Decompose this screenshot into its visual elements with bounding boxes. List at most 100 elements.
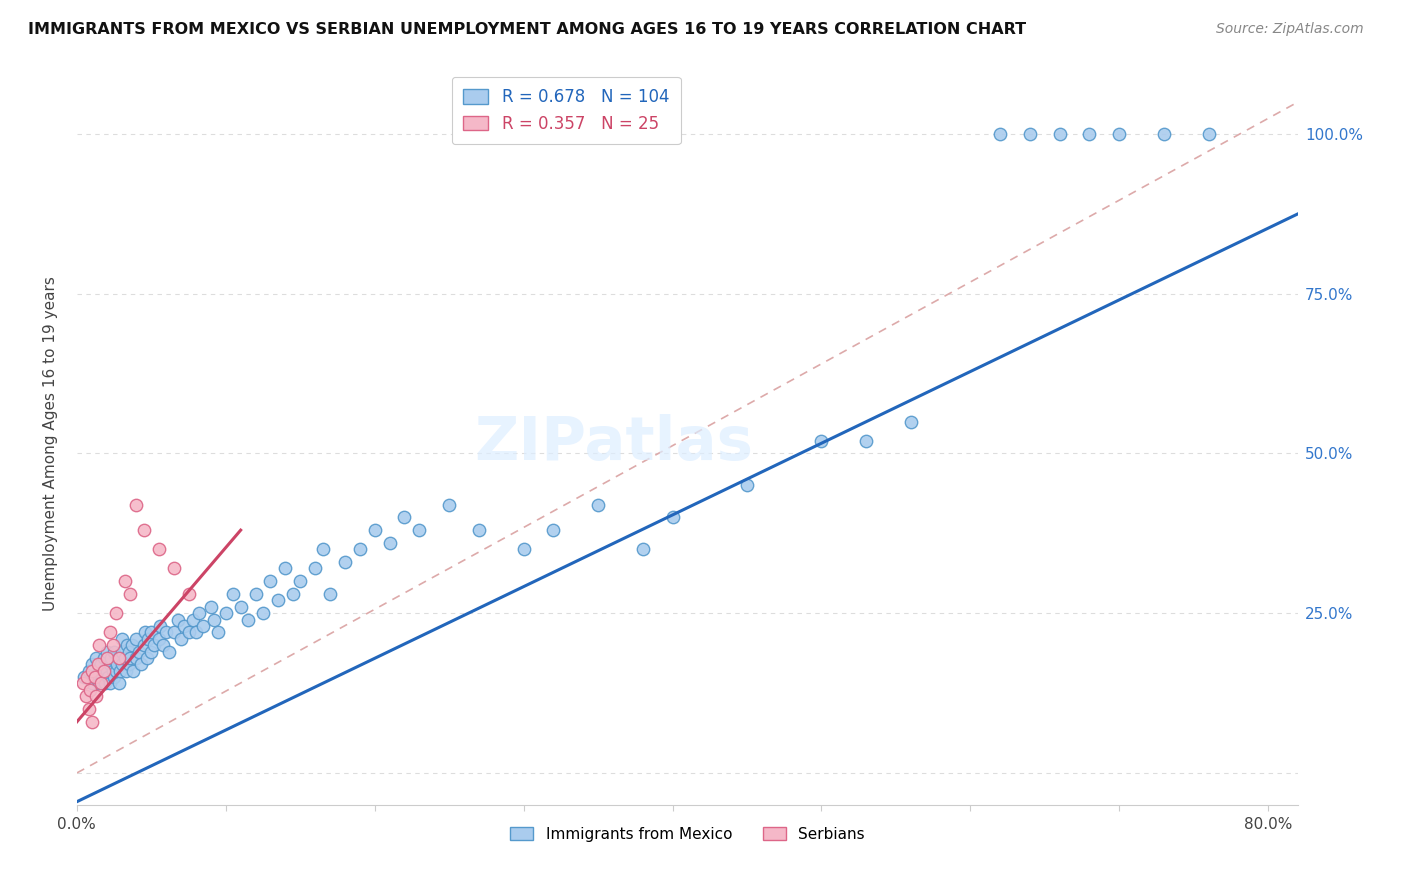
Point xyxy=(281,587,304,601)
Point xyxy=(157,644,180,658)
Point xyxy=(236,613,259,627)
Point xyxy=(468,523,491,537)
Point xyxy=(988,127,1011,141)
Text: ZIPatlas: ZIPatlas xyxy=(475,415,754,474)
Point xyxy=(170,632,193,646)
Point xyxy=(110,632,132,646)
Point xyxy=(378,536,401,550)
Point xyxy=(84,690,107,704)
Point xyxy=(138,632,160,646)
Point xyxy=(290,574,312,589)
Point xyxy=(177,587,200,601)
Point xyxy=(89,638,111,652)
Point xyxy=(148,542,170,557)
Point xyxy=(125,498,148,512)
Point xyxy=(900,415,922,429)
Point xyxy=(173,619,195,633)
Point xyxy=(84,651,107,665)
Point xyxy=(149,619,172,633)
Point xyxy=(93,664,115,678)
Point xyxy=(163,561,186,575)
Point xyxy=(101,638,124,652)
Point xyxy=(363,523,385,537)
Point xyxy=(193,619,215,633)
Point xyxy=(586,498,609,512)
Point xyxy=(125,651,148,665)
Point xyxy=(132,523,155,537)
Point xyxy=(75,690,97,704)
Point xyxy=(76,670,98,684)
Point xyxy=(134,625,156,640)
Point xyxy=(1153,127,1175,141)
Point xyxy=(93,651,115,665)
Point xyxy=(93,664,115,678)
Point xyxy=(122,664,145,678)
Point xyxy=(98,676,121,690)
Point xyxy=(229,599,252,614)
Point xyxy=(83,670,105,684)
Point xyxy=(311,542,333,557)
Point xyxy=(104,664,127,678)
Point xyxy=(319,587,342,601)
Point xyxy=(83,670,105,684)
Point xyxy=(184,625,207,640)
Point xyxy=(855,434,877,448)
Point xyxy=(267,593,290,607)
Point xyxy=(349,542,371,557)
Point xyxy=(222,587,245,601)
Point xyxy=(181,613,204,627)
Point xyxy=(141,644,163,658)
Point xyxy=(394,510,416,524)
Point xyxy=(177,625,200,640)
Point xyxy=(661,510,683,524)
Point xyxy=(1019,127,1042,141)
Point xyxy=(1078,127,1101,141)
Point xyxy=(207,625,229,640)
Legend: R = 0.678   N = 104, R = 0.357   N = 25: R = 0.678 N = 104, R = 0.357 N = 25 xyxy=(451,77,681,145)
Point xyxy=(143,638,166,652)
Point xyxy=(80,676,103,690)
Point xyxy=(252,606,274,620)
Point xyxy=(129,657,152,672)
Point xyxy=(120,587,142,601)
Point xyxy=(155,625,177,640)
Point xyxy=(132,638,155,652)
Point xyxy=(79,682,101,697)
Point xyxy=(105,657,128,672)
Point xyxy=(148,632,170,646)
Point xyxy=(89,676,111,690)
Point xyxy=(408,523,430,537)
Point xyxy=(96,651,118,665)
Point xyxy=(120,651,142,665)
Point xyxy=(274,561,297,575)
Point xyxy=(107,651,129,665)
Point xyxy=(80,714,103,729)
Point xyxy=(104,606,127,620)
Point xyxy=(80,657,103,672)
Point xyxy=(437,498,460,512)
Point xyxy=(118,657,141,672)
Point xyxy=(87,657,110,672)
Point xyxy=(90,676,112,690)
Point xyxy=(1198,127,1220,141)
Point xyxy=(103,670,125,684)
Point xyxy=(200,599,222,614)
Point xyxy=(77,702,100,716)
Point xyxy=(114,651,136,665)
Point xyxy=(96,644,118,658)
Point xyxy=(110,644,132,658)
Point xyxy=(1108,127,1130,141)
Point xyxy=(73,670,96,684)
Text: Source: ZipAtlas.com: Source: ZipAtlas.com xyxy=(1216,22,1364,37)
Point xyxy=(72,676,94,690)
Point xyxy=(215,606,238,620)
Point xyxy=(98,657,121,672)
Point xyxy=(135,651,157,665)
Point xyxy=(114,574,136,589)
Point xyxy=(100,651,122,665)
Point xyxy=(735,478,758,492)
Point xyxy=(97,670,120,684)
Y-axis label: Unemployment Among Ages 16 to 19 years: Unemployment Among Ages 16 to 19 years xyxy=(44,277,58,611)
Point xyxy=(89,664,111,678)
Point xyxy=(163,625,186,640)
